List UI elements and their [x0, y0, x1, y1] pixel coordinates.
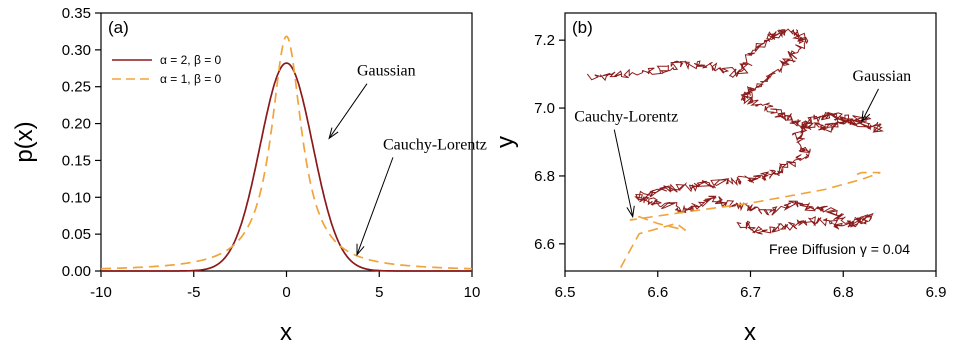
- panel-b-arrow-0-line: [861, 88, 879, 122]
- panel-b-arrow-1-head: [626, 205, 635, 219]
- panel-a-xtick-label-2: 0: [282, 284, 290, 301]
- trajectory-cauchy: [619, 171, 881, 268]
- panel-a-ytick-label-2: 0.10: [62, 189, 91, 206]
- trajectory-gaussian: [586, 28, 885, 235]
- panel-b-ytick-label-0: 6.6: [534, 236, 555, 253]
- panel-b-xtick-label-2: 6.7: [740, 284, 761, 301]
- panel-b-xtick-label-3: 6.8: [833, 284, 854, 301]
- panel-b-ytick-label-1: 6.8: [534, 168, 555, 185]
- panel-a-arrow-1-head: [356, 243, 365, 257]
- panel-b-ytick-label-3: 7.2: [534, 32, 555, 49]
- curve-cauchy: [101, 35, 472, 270]
- panel-b-frame: [564, 12, 937, 272]
- panel-b: 6.5 6.6 6.7 6.8 6.9 6.6 6.8 7.0 7.2 (b) x y Gaus…: [492, 12, 946, 346]
- panel-a-ytick-label-5: 0.25: [62, 79, 91, 96]
- panel-a-ytick-label-6: 0.30: [62, 42, 91, 59]
- panel-a-annotation-0: Gaussian: [357, 63, 416, 80]
- panel-b-annotation-1: Cauchy-Lorentz: [574, 109, 678, 126]
- panel-b-xtick-label-1: 6.6: [647, 284, 668, 301]
- legend-label-gaussian: α = 2, β = 0: [160, 53, 222, 67]
- panel-b-xlabel: x: [744, 319, 756, 346]
- panel-b-annotation-2: Free Diffusion γ = 0.04: [769, 241, 910, 257]
- legend: α = 2, β = 0 α = 1, β = 0: [112, 53, 222, 86]
- curve-gaussian: [101, 62, 472, 272]
- panel-a-xtick-label-1: -5: [187, 284, 200, 301]
- panel-b-curves: [586, 28, 885, 268]
- panel-b-label: (b): [572, 18, 593, 37]
- panel-b-ticks: 6.5 6.6 6.7 6.8 6.9 6.6 6.8 7.0 7.2: [534, 32, 946, 301]
- panel-a-curves: [101, 35, 472, 272]
- panel-a-ytick-label-4: 0.20: [62, 116, 91, 133]
- panel-a-xtick-label-4: 10: [464, 284, 481, 301]
- panel-b-xtick-label-4: 6.9: [926, 284, 947, 301]
- panel-a-arrow-0-head: [328, 127, 339, 140]
- panel-b-annotations: Gaussian Cauchy-Lorentz Free Diffusion γ =…: [574, 68, 911, 257]
- panel-a-label: (a): [108, 18, 129, 37]
- panel-a-xlabel: x: [280, 319, 292, 346]
- panel-b-xtick-label-0: 6.5: [555, 284, 576, 301]
- panel-a-arrow-1-line: [356, 157, 394, 255]
- panel-b-annotation-0: Gaussian: [853, 68, 912, 85]
- panel-a-annotations: Gaussian Cauchy-Lorentz: [328, 63, 487, 257]
- legend-label-cauchy: α = 1, β = 0: [160, 72, 222, 86]
- panel-a-ylabel: p(x): [11, 121, 38, 162]
- panel-a-annotation-1: Cauchy-Lorentz: [383, 136, 487, 153]
- panel-b-ytick-label-2: 7.0: [534, 100, 555, 117]
- panel-a-ytick-label-0: 0.00: [62, 263, 91, 280]
- panel-a-ytick-label-1: 0.05: [62, 226, 91, 243]
- panel-a-xtick-label-3: 5: [375, 284, 383, 301]
- panel-a-xtick-label-0: -10: [90, 284, 112, 301]
- panel-a-ytick-label-3: 0.15: [62, 152, 91, 169]
- panel-a-ytick-label-7: 0.35: [62, 5, 91, 22]
- panel-a-ticks: -10 -5 0 5 10 0.00 0.05 0.10 0.15 0.20 0.25 0.30 0.3…: [62, 5, 481, 301]
- panel-a: -10 -5 0 5 10 0.00 0.05 0.10 0.15 0.20 0.25 0.30 0.3…: [11, 5, 487, 346]
- panel-b-ylabel: y: [492, 136, 519, 148]
- panel-a-arrow-0-line: [328, 83, 368, 139]
- panel-b-arrow-1-line: [613, 129, 634, 217]
- panel-b-arrow-0-head: [861, 110, 871, 123]
